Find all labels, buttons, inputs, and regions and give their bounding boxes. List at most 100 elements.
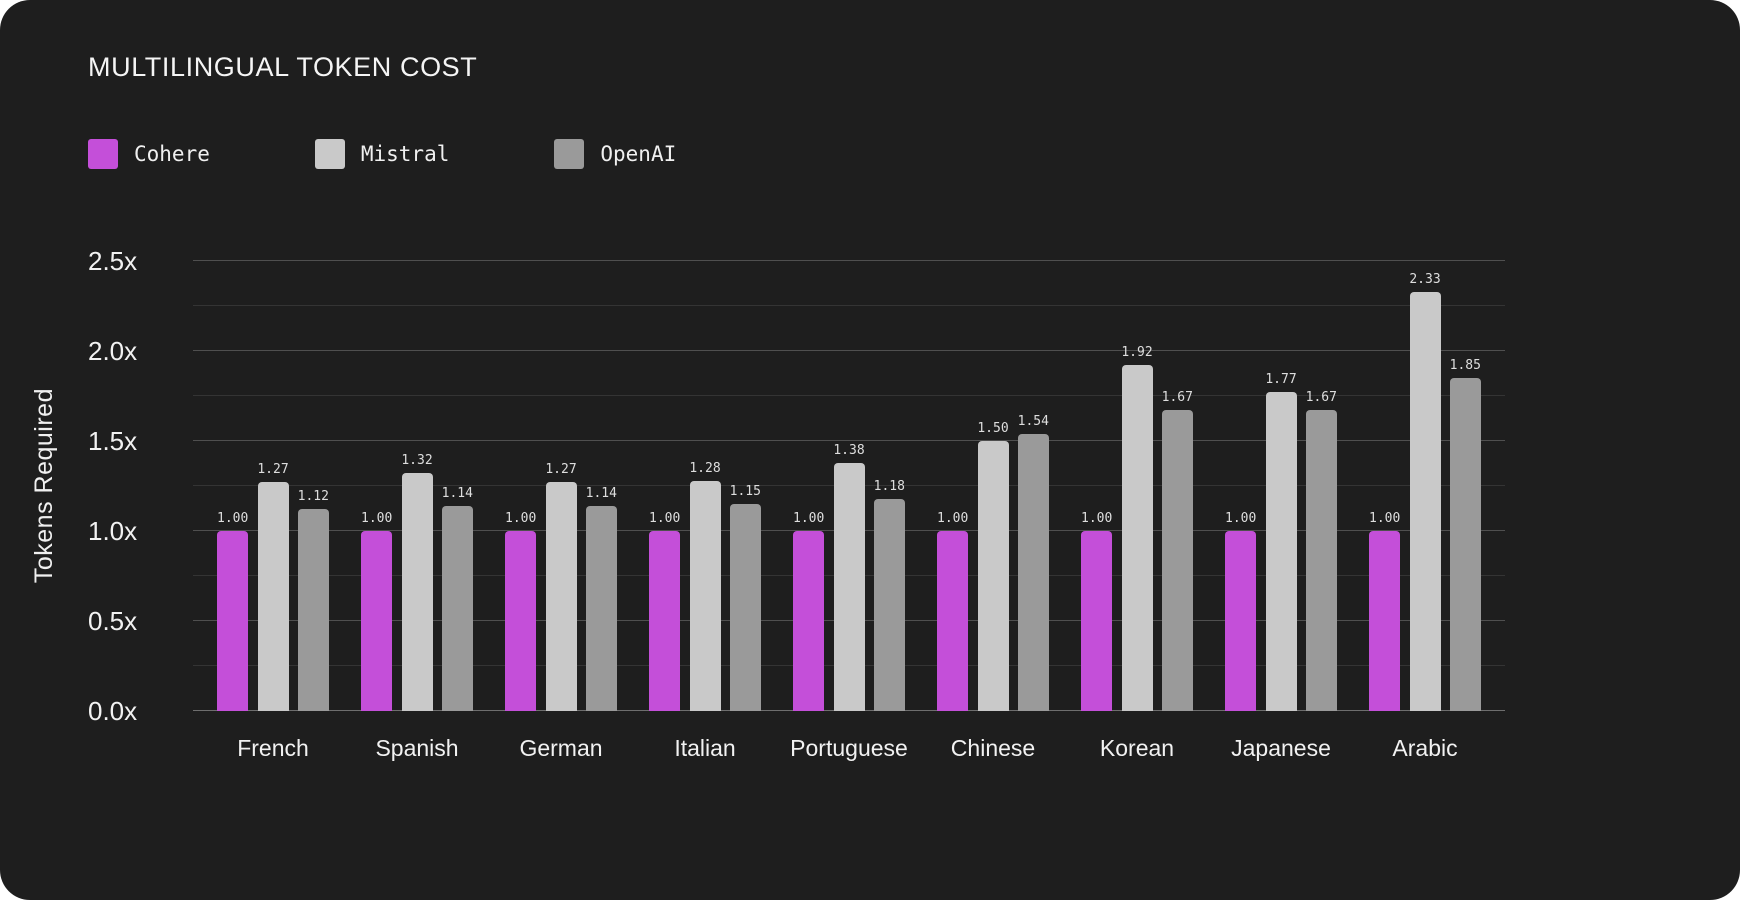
bar-mistral-korean: 1.92 — [1121, 261, 1153, 711]
bar — [833, 462, 865, 711]
bar-group-french: 1.00 1.27 1.12 French — [217, 261, 329, 761]
bar — [649, 531, 681, 711]
bar-openai-italian: 1.15 — [730, 261, 761, 711]
bar-openai-french: 1.12 — [298, 261, 329, 711]
bar — [361, 531, 393, 711]
bar — [441, 505, 473, 711]
x-axis-label-portuguese: Portuguese — [790, 735, 908, 761]
bar-value-label: 1.12 — [297, 489, 329, 505]
bar-value-label: 1.27 — [545, 462, 577, 478]
bar-value-label: 1.00 — [505, 511, 537, 526]
bar-groups: 1.00 1.27 1.12 French 1.00 1.32 1.14 Spanish 1.0… — [193, 261, 1505, 761]
y-axis-ticks: 0.0x 0.5x 1.0x 1.5x 2.0x 2.5x — [88, 248, 193, 724]
bar — [297, 509, 329, 711]
y-tick-label: 2.0x — [88, 336, 138, 366]
bar-cohere-arabic: 1.00 — [1369, 261, 1400, 711]
bar-openai-german: 1.14 — [586, 261, 617, 711]
bar — [545, 482, 577, 711]
plot-area: 1.00 1.27 1.12 French 1.00 1.32 1.14 Spanish 1.0… — [193, 260, 1505, 761]
bar-group-german: 1.00 1.27 1.14 German — [505, 261, 617, 761]
bar-cohere-french: 1.00 — [217, 261, 248, 711]
bar-mistral-german: 1.27 — [545, 261, 577, 711]
bar-mistral-french: 1.27 — [257, 261, 289, 711]
legend-swatch-openai — [554, 139, 585, 169]
bar-value-label: 1.00 — [361, 511, 393, 526]
bar-value-label: 1.67 — [1305, 390, 1337, 406]
bar — [1121, 365, 1153, 711]
bar-openai-japanese: 1.67 — [1306, 261, 1337, 711]
bar-cohere-spanish: 1.00 — [361, 261, 392, 711]
x-axis-label-french: French — [237, 735, 309, 761]
bar — [873, 498, 905, 711]
bar — [977, 441, 1009, 711]
bar-group-japanese: 1.00 1.77 1.67 Japanese — [1225, 261, 1337, 761]
bar — [1161, 410, 1193, 711]
bar-value-label: 1.18 — [873, 478, 905, 494]
bar-value-label: 1.32 — [401, 453, 433, 469]
bar-group-spanish: 1.00 1.32 1.14 Spanish — [361, 261, 473, 761]
x-axis-label-arabic: Arabic — [1392, 735, 1458, 761]
bar-value-label: 1.00 — [1081, 511, 1113, 526]
bar-openai-chinese: 1.54 — [1018, 261, 1049, 711]
bar — [1409, 291, 1441, 711]
y-tick-label: 1.5x — [88, 426, 138, 456]
x-axis-label-japanese: Japanese — [1231, 735, 1331, 761]
bar-value-label: 1.14 — [585, 485, 617, 501]
y-tick-label: 0.5x — [88, 606, 138, 636]
gridline — [193, 440, 1505, 441]
bar-value-label: 1.00 — [649, 511, 681, 526]
legend-swatch-mistral — [314, 139, 345, 169]
bar-value-label: 1.00 — [217, 511, 249, 526]
bar-openai-portuguese: 1.18 — [874, 261, 905, 711]
bar-value-label: 1.92 — [1121, 345, 1153, 361]
chart-title: MULTILINGUAL TOKEN COST — [88, 52, 478, 82]
bar-cohere-chinese: 1.00 — [937, 261, 968, 711]
legend-label: Mistral — [360, 142, 450, 166]
bar-value-label: 1.77 — [1265, 372, 1297, 388]
bar — [505, 531, 537, 711]
bar — [1305, 410, 1337, 711]
bar-value-label: 2.33 — [1409, 271, 1441, 287]
x-axis-label-chinese: Chinese — [950, 735, 1036, 761]
bar-mistral-spanish: 1.32 — [401, 261, 433, 711]
bar-value-label: 1.67 — [1161, 390, 1193, 406]
bar-value-label: 1.85 — [1449, 358, 1481, 373]
legend-item-openai: OpenAI — [554, 139, 676, 169]
bar-value-label: 1.50 — [977, 421, 1009, 436]
bar-value-label: 1.15 — [729, 484, 761, 499]
bar-value-label: 1.00 — [1225, 511, 1257, 526]
gridline — [193, 305, 1505, 306]
bar — [1017, 433, 1049, 711]
x-axis-label-italian: Italian — [674, 735, 736, 761]
y-axis-label: Tokens Required — [29, 388, 58, 584]
y-axis-label-col: Tokens Required — [0, 261, 88, 711]
bar — [401, 473, 433, 711]
bar-cohere-italian: 1.00 — [649, 261, 680, 711]
bar-value-label: 1.00 — [793, 511, 825, 526]
gridline — [193, 395, 1505, 396]
bar — [689, 480, 721, 711]
chart-region: Tokens Required 0.0x 0.5x 1.0x 1.5x 2.0x 2.5x… — [0, 248, 1740, 761]
bar — [1265, 392, 1297, 711]
bar-value-label: 1.38 — [833, 442, 865, 458]
bar — [729, 504, 761, 711]
bar-openai-spanish: 1.14 — [442, 261, 473, 711]
bar — [257, 482, 289, 711]
x-axis-label-spanish: Spanish — [375, 735, 459, 761]
bar-cohere-german: 1.00 — [505, 261, 536, 711]
legend-label: OpenAI — [600, 142, 677, 166]
bar-mistral-japanese: 1.77 — [1265, 261, 1297, 711]
bar-value-label: 1.27 — [257, 462, 289, 478]
bar-value-label: 1.14 — [441, 485, 473, 501]
y-tick-label: 1.0x — [88, 516, 138, 546]
bar — [585, 505, 617, 711]
bar — [1449, 378, 1481, 711]
x-axis-label-german: German — [519, 735, 603, 761]
gridline — [193, 260, 1505, 261]
bar-cohere-korean: 1.00 — [1081, 261, 1112, 711]
bar-mistral-portuguese: 1.38 — [833, 261, 865, 711]
legend-item-cohere: Cohere — [88, 139, 210, 169]
bar-group-portuguese: 1.00 1.38 1.18 Portuguese — [790, 261, 908, 761]
bar-group-italian: 1.00 1.28 1.15 Italian — [649, 261, 761, 761]
bar-group-korean: 1.00 1.92 1.67 Korean — [1081, 261, 1193, 761]
